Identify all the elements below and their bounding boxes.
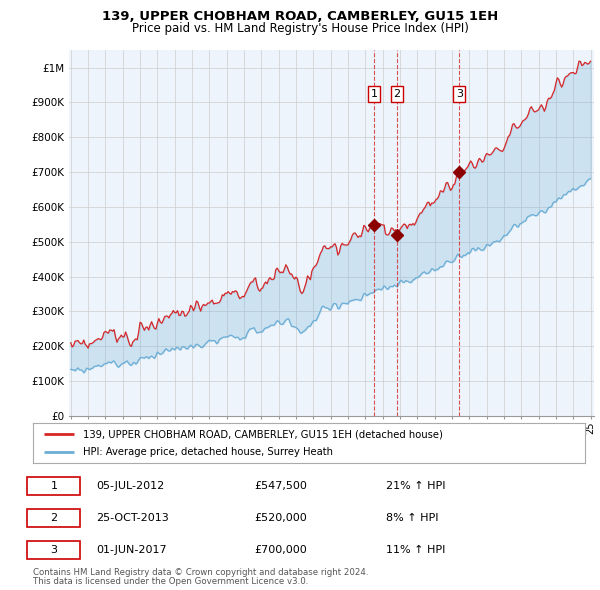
Text: 8% ↑ HPI: 8% ↑ HPI bbox=[386, 513, 439, 523]
Text: Contains HM Land Registry data © Crown copyright and database right 2024.: Contains HM Land Registry data © Crown c… bbox=[33, 568, 368, 576]
Text: 2: 2 bbox=[394, 89, 401, 99]
Text: 21% ↑ HPI: 21% ↑ HPI bbox=[386, 481, 446, 491]
Text: 1: 1 bbox=[370, 89, 377, 99]
Text: HPI: Average price, detached house, Surrey Heath: HPI: Average price, detached house, Surr… bbox=[83, 447, 332, 457]
Text: £700,000: £700,000 bbox=[254, 545, 307, 555]
Text: This data is licensed under the Open Government Licence v3.0.: This data is licensed under the Open Gov… bbox=[33, 577, 308, 586]
Text: 139, UPPER CHOBHAM ROAD, CAMBERLEY, GU15 1EH: 139, UPPER CHOBHAM ROAD, CAMBERLEY, GU15… bbox=[102, 10, 498, 23]
Text: 139, UPPER CHOBHAM ROAD, CAMBERLEY, GU15 1EH (detached house): 139, UPPER CHOBHAM ROAD, CAMBERLEY, GU15… bbox=[83, 430, 443, 440]
Text: 01-JUN-2017: 01-JUN-2017 bbox=[97, 545, 167, 555]
Text: 05-JUL-2012: 05-JUL-2012 bbox=[97, 481, 165, 491]
FancyBboxPatch shape bbox=[28, 541, 80, 559]
FancyBboxPatch shape bbox=[28, 477, 80, 495]
Text: 25-OCT-2013: 25-OCT-2013 bbox=[97, 513, 169, 523]
Text: 1: 1 bbox=[50, 481, 58, 491]
Text: £520,000: £520,000 bbox=[254, 513, 307, 523]
Text: 2: 2 bbox=[50, 513, 58, 523]
Text: 11% ↑ HPI: 11% ↑ HPI bbox=[386, 545, 446, 555]
Text: Price paid vs. HM Land Registry's House Price Index (HPI): Price paid vs. HM Land Registry's House … bbox=[131, 22, 469, 35]
Text: 3: 3 bbox=[50, 545, 58, 555]
Text: £547,500: £547,500 bbox=[254, 481, 307, 491]
Text: 3: 3 bbox=[455, 89, 463, 99]
FancyBboxPatch shape bbox=[28, 509, 80, 527]
